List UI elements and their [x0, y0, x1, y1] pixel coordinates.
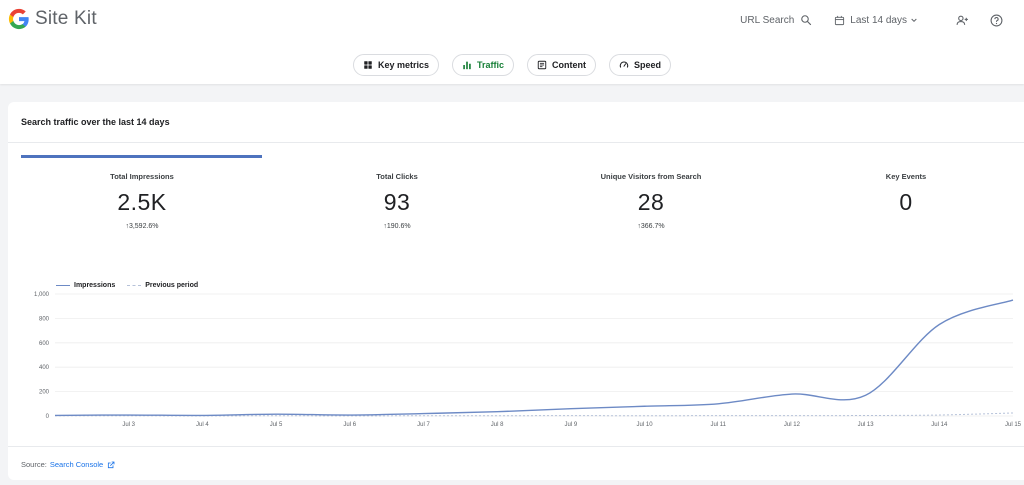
chip-label: Speed: [634, 60, 662, 70]
article-icon: [537, 60, 547, 70]
chip-speed[interactable]: Speed: [609, 54, 672, 76]
metric-value: 28: [637, 189, 665, 215]
card-title: Search traffic over the last 14 days: [21, 117, 170, 127]
chart-legend: Impressions Previous period: [56, 282, 210, 289]
y-tick-label: 600: [39, 341, 50, 347]
x-tick-label: Jul 14: [931, 422, 948, 428]
y-tick-label: 0: [46, 414, 50, 420]
metric-change-value: 366.7%: [640, 223, 665, 230]
chip-content[interactable]: Content: [527, 54, 597, 76]
source-prefix: Source:: [21, 460, 47, 469]
chip-label: Key metrics: [377, 60, 429, 70]
x-tick-label: Jul 6: [343, 422, 356, 428]
url-search-label: URL Search: [740, 14, 795, 26]
metric-unique-visitors[interactable]: Unique Visitors from Search 28 ↑366.7%: [551, 172, 751, 230]
date-range-label: Last 14 days: [850, 14, 907, 26]
search-icon: [801, 15, 812, 26]
site-kit-header: Site Kit URL Search Last 14 days: [0, 0, 1024, 84]
metric-value: 0: [899, 189, 913, 215]
chip-label: Traffic: [477, 60, 505, 70]
y-tick-label: 200: [39, 390, 50, 396]
external-link-icon[interactable]: [107, 461, 115, 469]
arrow-up-icon: ↑: [383, 223, 387, 230]
x-tick-label: Jul 15: [1005, 422, 1022, 428]
arrow-up-icon: ↑: [125, 223, 129, 230]
x-tick-label: Jul 13: [858, 422, 875, 428]
metric-change-value: 3,592.6%: [128, 223, 159, 230]
help-button[interactable]: [986, 10, 1006, 30]
chip-traffic[interactable]: Traffic: [452, 54, 515, 76]
legend-item-previous-period: Previous period: [127, 282, 198, 289]
metric-value: 93: [383, 189, 411, 215]
url-search-button[interactable]: URL Search: [740, 14, 812, 26]
app-name: Site Kit: [35, 8, 97, 29]
chip-key-metrics[interactable]: Key metrics: [352, 54, 439, 76]
legend-swatch: [56, 285, 70, 286]
legend-label: Impressions: [74, 282, 116, 289]
x-tick-label: Jul 3: [122, 422, 135, 428]
search-traffic-card: Search traffic over the last 14 days Tot…: [8, 102, 1024, 480]
dashboard-nav-chips: Key metrics Traffic Content S: [0, 54, 1024, 76]
metric-label: Total Clicks: [376, 172, 418, 181]
bar-chart-icon: [463, 61, 471, 70]
legend-swatch: [127, 285, 142, 286]
divider: [8, 446, 1024, 447]
date-range-selector[interactable]: Last 14 days: [834, 15, 918, 26]
google-g-icon: [8, 8, 29, 30]
metric-label: Key Events: [885, 172, 927, 181]
divider: [8, 142, 1024, 143]
y-tick-label: 800: [39, 316, 50, 322]
source-attribution: Source: Search Console: [21, 460, 115, 469]
grid-icon: [364, 61, 372, 69]
search-console-link[interactable]: Search Console: [49, 460, 104, 469]
selected-metric-indicator: [21, 155, 262, 158]
y-tick-label: 400: [39, 365, 50, 371]
impressions-series-line: [54, 299, 1014, 417]
x-tick-label: Jul 11: [710, 422, 726, 428]
site-kit-logo[interactable]: Site Kit: [8, 8, 97, 30]
calendar-icon: [835, 15, 845, 25]
metric-label: Total Impressions: [110, 172, 174, 181]
x-tick-label: Jul 8: [491, 422, 504, 428]
x-tick-label: Jul 12: [784, 422, 801, 428]
person-add-icon: [956, 15, 968, 25]
chip-label: Content: [552, 60, 587, 70]
metric-value: 2.5K: [117, 189, 167, 215]
metric-total-clicks[interactable]: Total Clicks 93 ↑190.6%: [297, 172, 497, 230]
legend-label: Previous period: [145, 282, 199, 289]
help-icon: [990, 14, 1002, 26]
legend-item-impressions: Impressions: [56, 282, 115, 289]
x-tick-label: Jul 7: [417, 422, 430, 428]
x-tick-label: Jul 9: [565, 422, 578, 428]
x-tick-label: Jul 4: [196, 422, 209, 428]
speed-gauge-icon: [619, 61, 629, 68]
impressions-line-chart: 0 200 400 600 800 1,000 Jul 3 Jul 4 Jul 5 Jul 6 Ju…: [34, 292, 1022, 428]
metric-label: Unique Visitors from Search: [600, 172, 702, 181]
x-tick-label: Jul 10: [637, 422, 654, 428]
y-tick-label: 1,000: [34, 292, 50, 298]
metric-change: ↑366.7%: [551, 223, 751, 230]
metric-change: ↑3,592.6%: [42, 223, 242, 230]
chevron-down-icon: [911, 18, 917, 23]
metric-total-impressions[interactable]: Total Impressions 2.5K ↑3,592.6%: [42, 172, 242, 230]
metric-key-events[interactable]: Key Events 0: [806, 172, 1006, 216]
metric-change-value: 190.6%: [386, 223, 411, 230]
x-tick-label: Jul 5: [270, 422, 283, 428]
add-user-button[interactable]: [952, 10, 972, 30]
arrow-up-icon: ↑: [637, 223, 641, 230]
metric-change: ↑190.6%: [297, 223, 497, 230]
